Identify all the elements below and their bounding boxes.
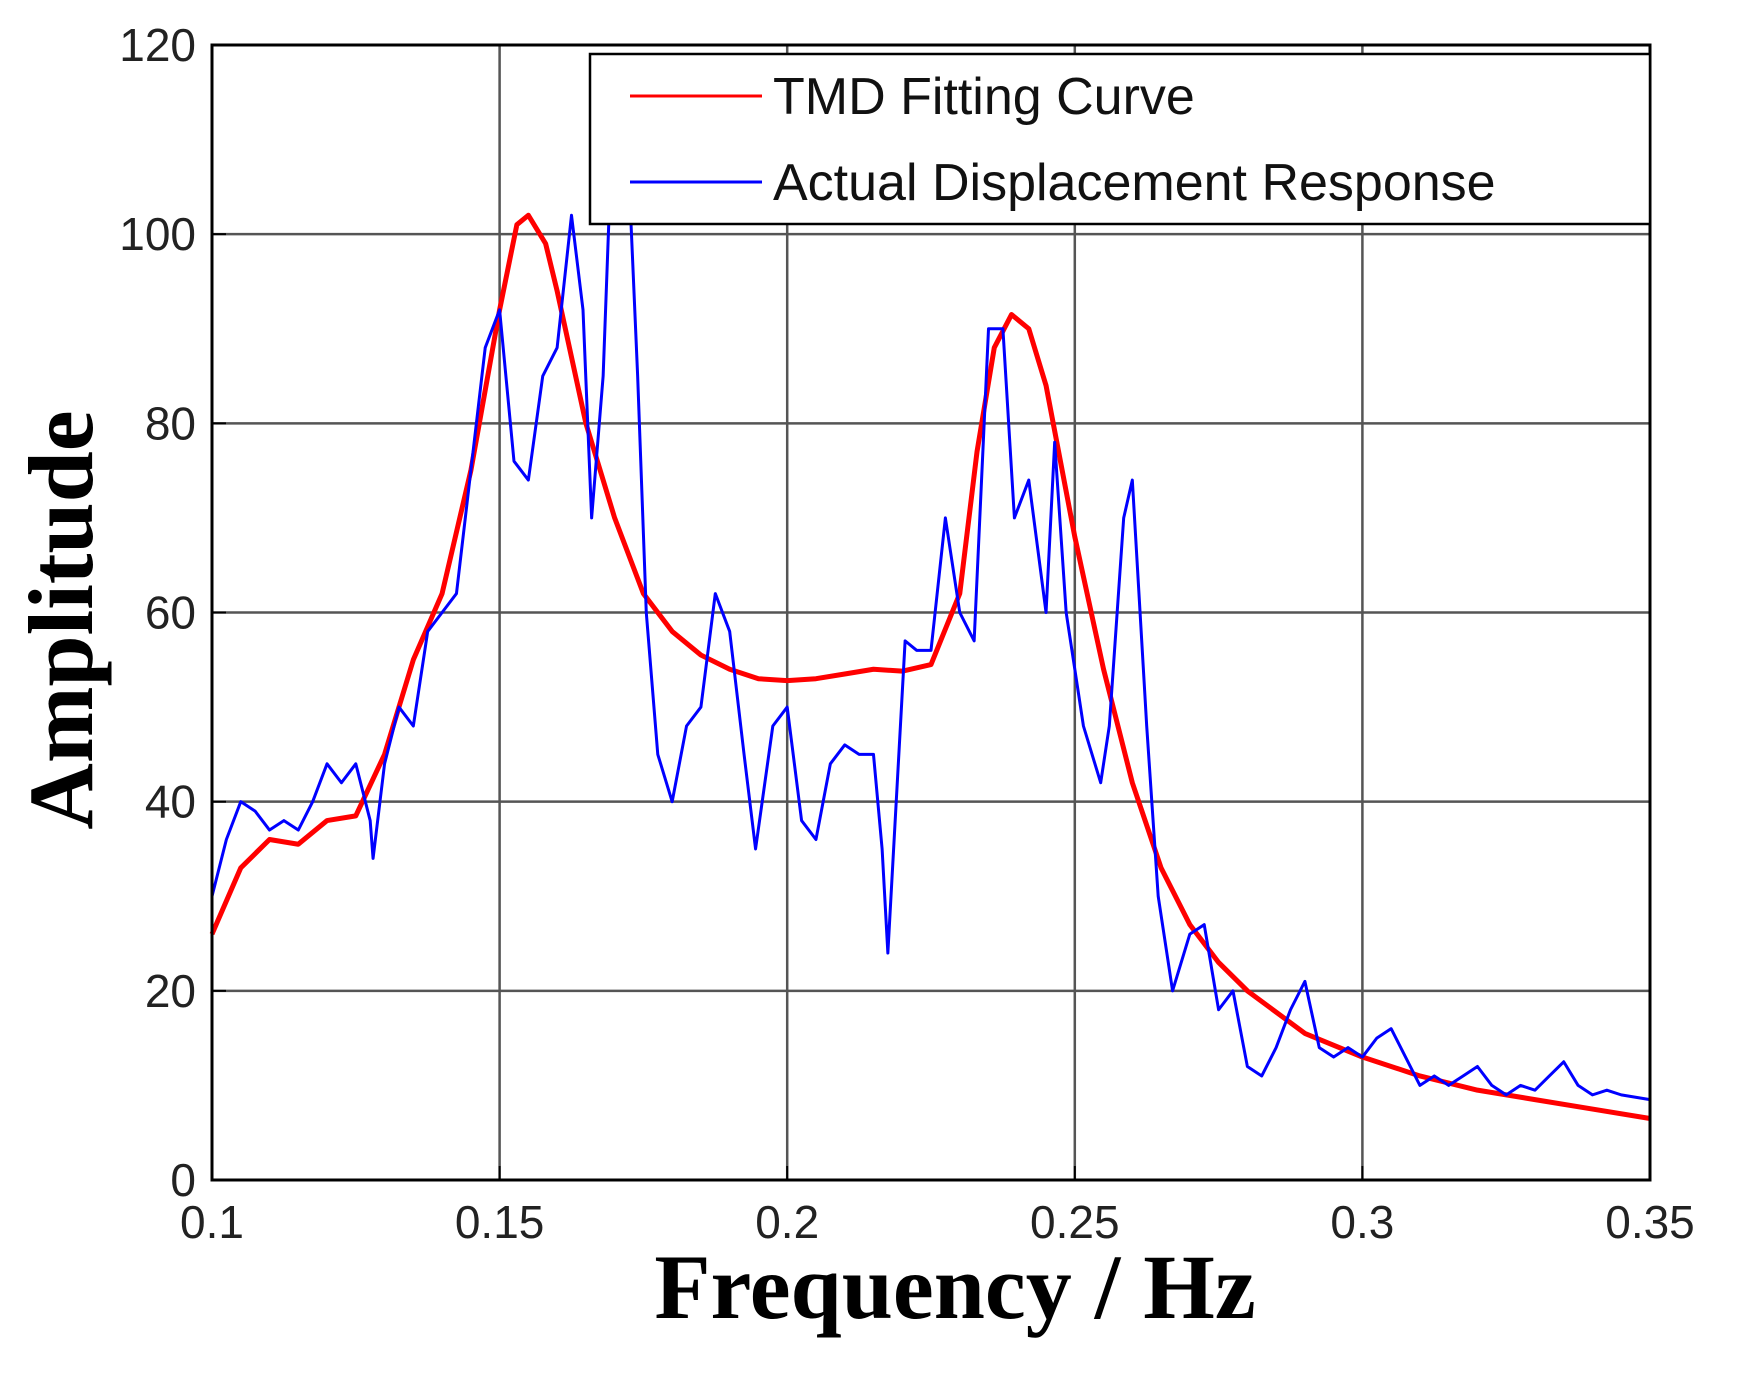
y-tick-label: 20 bbox=[145, 965, 196, 1017]
y-tick-label: 0 bbox=[170, 1154, 196, 1206]
data-line bbox=[209, 212, 1651, 1121]
y-tick-label: 80 bbox=[145, 397, 196, 449]
plot-lines bbox=[209, 62, 1651, 1121]
tick-labels: 0 20 40 60 80 100 120 0.1 0.15 0.2 0.25 0.3 0.35 bbox=[119, 19, 1695, 1248]
plot-frame bbox=[210, 43, 1652, 1182]
x-tick-label: 0.2 bbox=[755, 1196, 819, 1248]
legend-label: Actual Displacement Response bbox=[773, 154, 1496, 212]
legend-box bbox=[588, 52, 1652, 226]
legend-label: TMD Fitting Curve bbox=[773, 68, 1195, 126]
x-tick-label: 0.1 bbox=[180, 1196, 244, 1248]
data-line bbox=[210, 62, 1651, 1102]
x-tick-label: 0.35 bbox=[1605, 1196, 1695, 1248]
x-axis-label: Frequency / Hz bbox=[654, 1236, 1255, 1338]
x-tick-label: 0.25 bbox=[1030, 1196, 1120, 1248]
legend: TMD Fitting Curve Actual Displacement Res… bbox=[588, 52, 1652, 226]
x-tick-label: 0.3 bbox=[1330, 1196, 1394, 1248]
x-tick-label: 0.15 bbox=[455, 1196, 545, 1248]
y-tick-label: 60 bbox=[145, 587, 196, 639]
y-tick-label: 40 bbox=[145, 776, 196, 828]
y-tick-label: 120 bbox=[119, 19, 196, 71]
y-axis-label: Amplitude bbox=[10, 410, 112, 829]
y-tick-label: 100 bbox=[119, 208, 196, 260]
